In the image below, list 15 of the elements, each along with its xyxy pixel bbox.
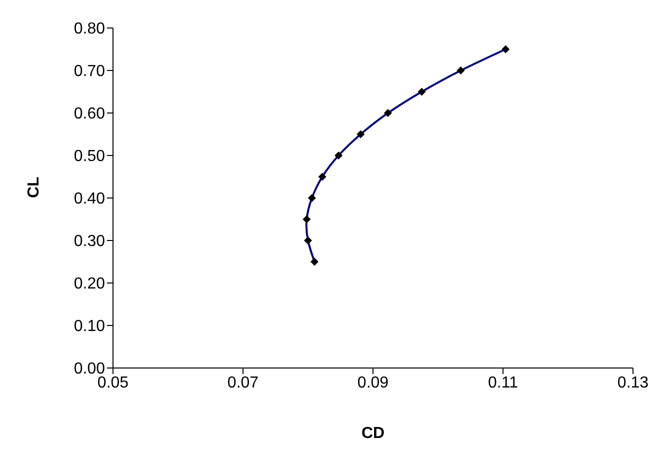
y-tick-label: 0.70	[74, 63, 106, 80]
y-tick-label: 0.80	[74, 20, 106, 38]
y-axis-title: CL	[26, 176, 43, 198]
x-tick-label: 0.09	[357, 374, 389, 392]
x-axis-title: CD	[361, 425, 385, 442]
x-tick-label: 0.13	[617, 374, 649, 392]
y-tick-label: 0.60	[74, 106, 106, 123]
y-tick-label: 0.20	[74, 276, 106, 293]
x-tick-label: 0.05	[97, 374, 129, 392]
y-tick-label: 0.50	[74, 148, 106, 166]
y-tick-label: 0.40	[74, 190, 106, 208]
x-tick-label: 0.11	[488, 374, 518, 392]
x-tick-label: 0.07	[227, 374, 259, 392]
y-tick-label: 0.30	[74, 233, 106, 250]
y-tick-label: 0.10	[74, 318, 106, 336]
